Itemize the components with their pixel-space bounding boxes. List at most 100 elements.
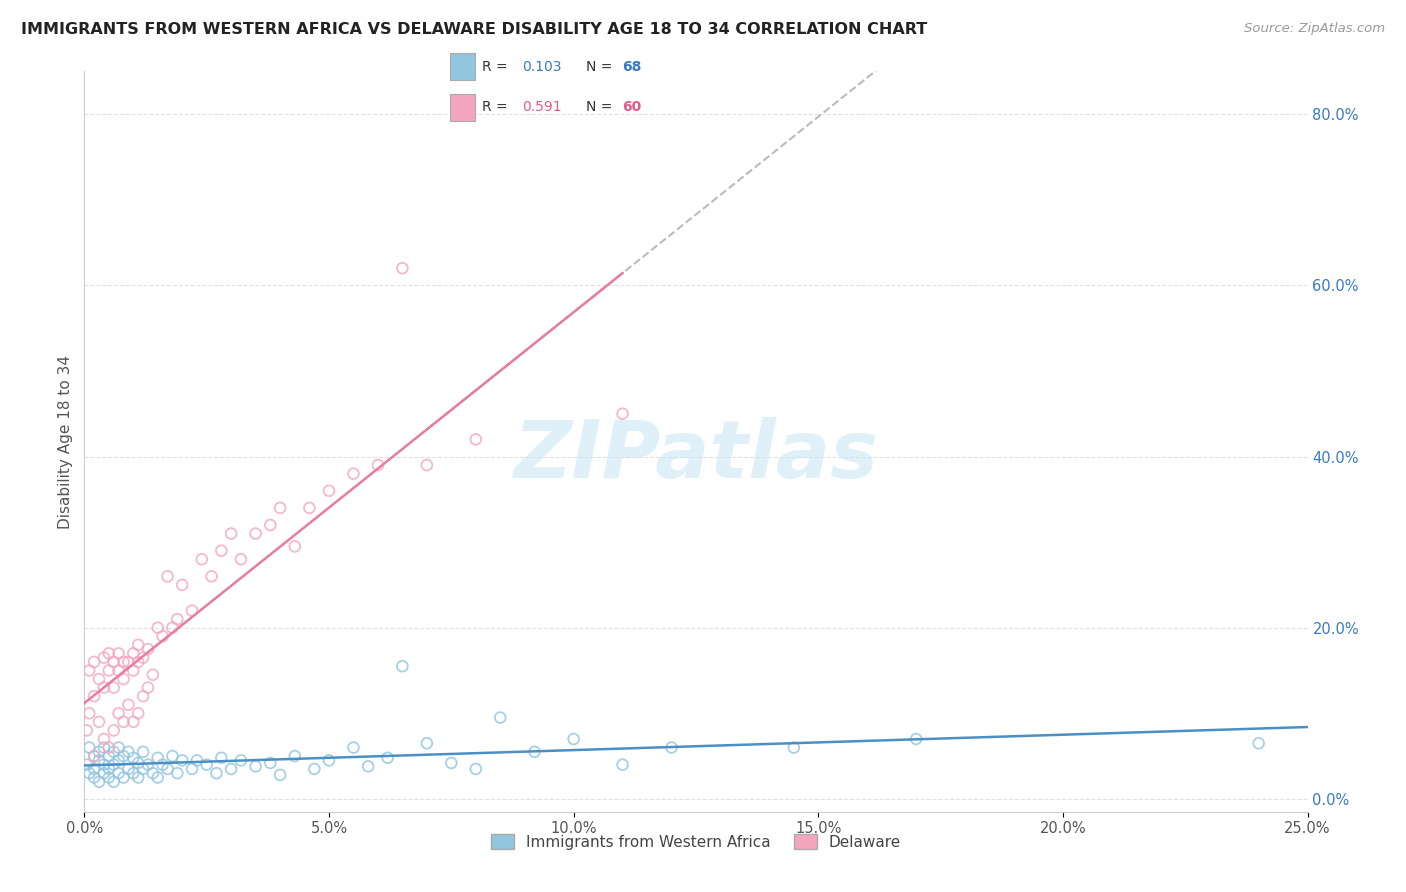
Point xyxy=(142,766,165,780)
Point xyxy=(205,766,228,780)
Point xyxy=(122,766,145,780)
Text: Source: ZipAtlas.com: Source: ZipAtlas.com xyxy=(1244,22,1385,36)
Point xyxy=(122,664,145,678)
Point xyxy=(489,710,512,724)
Point xyxy=(612,757,634,772)
Point xyxy=(83,771,105,785)
Point xyxy=(97,771,120,785)
Point xyxy=(77,766,100,780)
Point xyxy=(136,681,159,695)
Point xyxy=(103,757,125,772)
Point xyxy=(83,749,105,764)
Point xyxy=(77,740,100,755)
Point xyxy=(97,740,120,755)
Point xyxy=(77,664,100,678)
Point xyxy=(103,745,125,759)
Text: 0.103: 0.103 xyxy=(522,60,561,74)
Point xyxy=(97,664,120,678)
Point xyxy=(259,518,281,533)
Point xyxy=(83,762,105,776)
Point xyxy=(93,681,115,695)
Point xyxy=(83,689,105,703)
Point xyxy=(132,650,155,665)
Point xyxy=(156,569,179,583)
Point xyxy=(219,762,242,776)
Point xyxy=(103,655,125,669)
Point xyxy=(377,751,399,765)
Point xyxy=(166,612,188,626)
Point xyxy=(162,621,184,635)
Text: R =: R = xyxy=(482,60,512,74)
Point xyxy=(132,762,155,776)
Point xyxy=(107,664,129,678)
Legend: Immigrants from Western Africa, Delaware: Immigrants from Western Africa, Delaware xyxy=(485,828,907,856)
Point xyxy=(112,714,135,729)
Point xyxy=(259,756,281,770)
Point xyxy=(87,714,110,729)
Point xyxy=(93,766,115,780)
Point xyxy=(83,749,105,764)
Point xyxy=(136,757,159,772)
Point xyxy=(127,771,149,785)
Point xyxy=(127,706,149,721)
Point xyxy=(318,483,340,498)
Point xyxy=(76,723,98,738)
Point xyxy=(342,740,364,755)
Point xyxy=(245,526,267,541)
Point xyxy=(357,759,380,773)
Point xyxy=(127,638,149,652)
Point xyxy=(142,667,165,681)
Point xyxy=(107,766,129,780)
Point xyxy=(77,706,100,721)
Point xyxy=(783,740,806,755)
Point xyxy=(93,740,115,755)
Y-axis label: Disability Age 18 to 34: Disability Age 18 to 34 xyxy=(58,354,73,529)
Point xyxy=(132,689,155,703)
Point xyxy=(304,762,326,776)
Point xyxy=(209,543,232,558)
Point xyxy=(172,578,194,592)
Point xyxy=(219,526,242,541)
Point xyxy=(146,771,169,785)
Point xyxy=(416,458,439,472)
Point xyxy=(103,681,125,695)
Point xyxy=(107,740,129,755)
Point xyxy=(1247,736,1270,750)
Point xyxy=(117,762,139,776)
Point xyxy=(440,756,463,770)
Point xyxy=(146,621,169,635)
Point xyxy=(87,774,110,789)
Point xyxy=(127,655,149,669)
Point xyxy=(103,774,125,789)
Point xyxy=(97,646,120,660)
Point xyxy=(245,759,267,773)
Text: 68: 68 xyxy=(623,60,643,74)
Point xyxy=(318,753,340,767)
Point xyxy=(342,467,364,481)
Point xyxy=(464,762,486,776)
Point xyxy=(136,642,159,657)
Point xyxy=(97,762,120,776)
Point xyxy=(117,698,139,712)
Point xyxy=(107,646,129,660)
Point xyxy=(284,540,307,554)
Point xyxy=(122,646,145,660)
Point xyxy=(112,771,135,785)
Point xyxy=(200,569,222,583)
Point xyxy=(83,655,105,669)
Point xyxy=(93,757,115,772)
Point xyxy=(367,458,389,472)
Point xyxy=(464,433,486,447)
Point xyxy=(117,745,139,759)
Point xyxy=(523,745,546,759)
Point xyxy=(117,655,139,669)
Point xyxy=(132,745,155,759)
Point xyxy=(112,655,135,669)
Point xyxy=(269,768,291,782)
Bar xyxy=(450,94,475,120)
Point xyxy=(229,552,252,566)
Point xyxy=(122,751,145,765)
Point xyxy=(107,753,129,767)
Bar xyxy=(450,54,475,80)
Point xyxy=(127,756,149,770)
